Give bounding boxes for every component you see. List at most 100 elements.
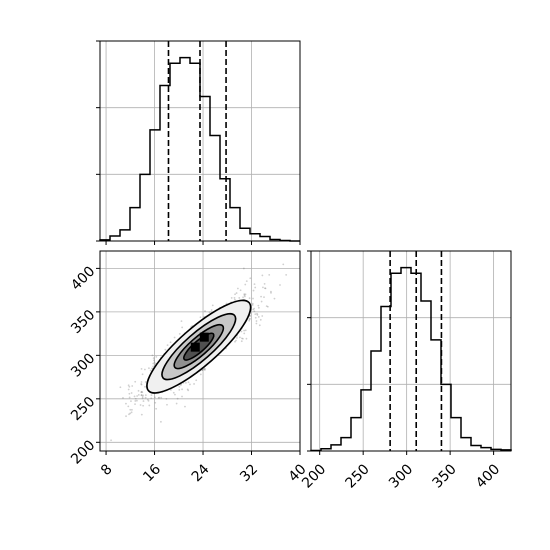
scatter-point <box>193 383 195 385</box>
scatter-point <box>266 305 269 308</box>
scatter-point <box>164 348 167 351</box>
scatter-point <box>185 382 187 384</box>
scatter-point <box>142 404 145 407</box>
scatter-point <box>141 373 144 376</box>
scatter-point <box>153 361 156 364</box>
density-core <box>199 332 209 342</box>
scatter-point <box>259 318 262 321</box>
scatter-point <box>230 297 233 299</box>
scatter-point <box>151 354 154 357</box>
scatter-point <box>258 324 261 327</box>
scatter-point <box>142 394 144 397</box>
scatter-point <box>242 267 245 270</box>
scatter-point <box>257 304 260 307</box>
scatter-point <box>144 396 147 399</box>
scatter-point <box>155 407 158 410</box>
scatter-point <box>122 396 124 399</box>
scatter-point <box>136 399 138 402</box>
scatter-point <box>187 381 190 384</box>
scatter-point <box>144 394 147 397</box>
scatter-point <box>241 337 243 340</box>
scatter-point <box>252 297 254 300</box>
scatter-point <box>140 394 143 396</box>
x-tick-label: 300 <box>386 461 416 491</box>
scatter-point <box>243 332 246 335</box>
scatter-point <box>142 400 145 402</box>
scatter-point <box>140 391 143 394</box>
scatter-point <box>264 287 267 290</box>
scatter-point <box>128 396 131 399</box>
scatter-point <box>243 329 246 332</box>
scatter-point <box>151 367 153 370</box>
scatter-point <box>203 368 206 370</box>
scatter-point <box>243 294 246 297</box>
scatter-point <box>130 411 133 414</box>
scatter-point <box>158 396 161 399</box>
marginal-histogram-x <box>96 40 301 245</box>
scatter-point <box>137 389 140 392</box>
scatter-point <box>148 404 151 407</box>
scatter-point <box>178 388 181 391</box>
scatter-point <box>147 399 150 402</box>
scatter-point <box>152 357 155 360</box>
y-tick-label: 350 <box>68 307 98 337</box>
scatter-point <box>134 403 136 406</box>
scatter-point <box>129 408 132 411</box>
scatter-point <box>211 304 214 307</box>
scatter-point <box>174 393 176 396</box>
scatter-point <box>235 339 237 342</box>
scatter-point <box>249 277 252 280</box>
scatter-point <box>268 274 271 276</box>
scatter-point <box>244 293 247 296</box>
scatter-point <box>110 439 113 442</box>
scatter-point <box>178 385 181 388</box>
scatter-point <box>270 291 272 294</box>
scatter-point <box>244 329 247 332</box>
scatter-point <box>257 306 260 309</box>
scatter-point <box>175 402 178 405</box>
scatter-point <box>172 391 175 394</box>
scatter-point <box>254 286 257 289</box>
scatter-point <box>166 344 169 347</box>
scatter-point <box>243 295 246 298</box>
scatter-point <box>140 383 143 386</box>
scatter-point <box>233 298 236 301</box>
scatter-point <box>254 313 257 316</box>
scatter-point <box>279 284 281 286</box>
y-tick-label: 200 <box>68 437 98 467</box>
scatter-point <box>248 319 251 322</box>
scatter-point <box>208 311 211 314</box>
scatter-point <box>264 287 266 290</box>
scatter-point <box>129 412 132 415</box>
scatter-point <box>127 384 130 387</box>
x-tick-label: 400 <box>473 461 503 491</box>
scatter-point <box>176 397 179 400</box>
scatter-point <box>119 386 122 389</box>
scatter-point <box>155 355 158 358</box>
scatter-point <box>157 396 160 399</box>
scatter-point <box>166 403 168 406</box>
scatter-point <box>255 320 258 322</box>
scatter-point <box>199 316 202 319</box>
scatter-point <box>199 373 202 376</box>
scatter-point <box>251 302 254 305</box>
scatter-point <box>144 381 147 383</box>
panel-frame <box>99 40 301 242</box>
scatter-point <box>141 391 144 394</box>
scatter-point <box>130 400 132 403</box>
scatter-point <box>260 300 263 303</box>
scatter-point <box>263 282 266 285</box>
scatter-point <box>181 326 184 329</box>
scatter-point <box>150 397 153 400</box>
scatter-point <box>134 397 137 400</box>
scatter-point <box>140 381 143 383</box>
scatter-point <box>139 404 142 406</box>
scatter-point <box>181 388 183 391</box>
scatter-point <box>265 305 268 307</box>
scatter-point <box>150 394 153 396</box>
scatter-point <box>203 369 206 371</box>
scatter-point <box>149 369 152 372</box>
scatter-point <box>170 389 172 391</box>
scatter-point <box>141 397 144 400</box>
